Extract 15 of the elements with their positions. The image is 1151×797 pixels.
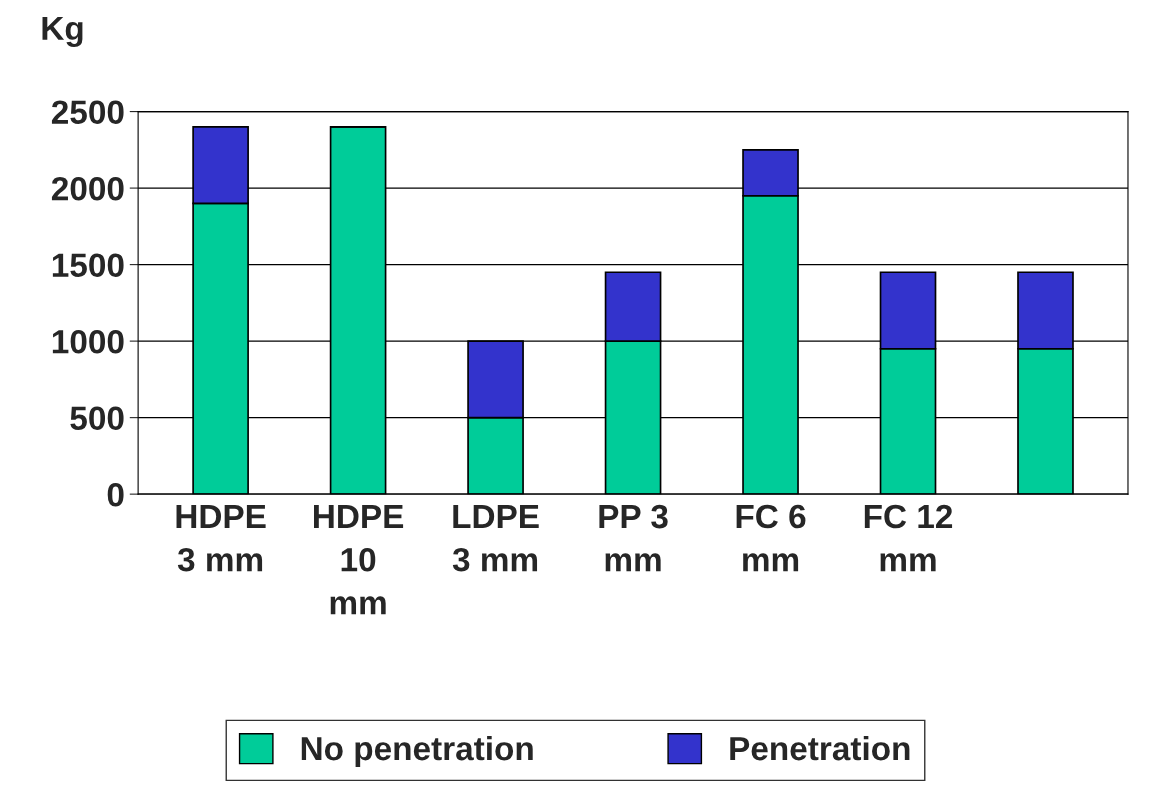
y-tick-label: 2000 <box>51 176 124 201</box>
x-tick-label: HDPE 3 mm <box>176 505 266 572</box>
y-tick-label: 1500 <box>52 253 124 278</box>
y-tick-label: 500 <box>70 406 124 431</box>
x-tick-label: HDPE 10 mm <box>314 505 404 615</box>
y-tick-label: 1000 <box>52 329 124 354</box>
x-tick-label: FC 6 mm <box>736 504 806 572</box>
x-tick-label: LDPE 3 mm <box>452 505 539 572</box>
x-tick-label: PP 3 mm <box>599 504 668 572</box>
y-tick-label: 2500 <box>51 100 124 124</box>
y-tick-label: 0 <box>107 482 124 507</box>
y-axis-title: Kg <box>42 16 83 47</box>
x-tick-label: FC 12 mm <box>864 504 953 572</box>
legend-label: No penetration <box>301 735 533 767</box>
legend-label: Penetration <box>730 735 910 761</box>
